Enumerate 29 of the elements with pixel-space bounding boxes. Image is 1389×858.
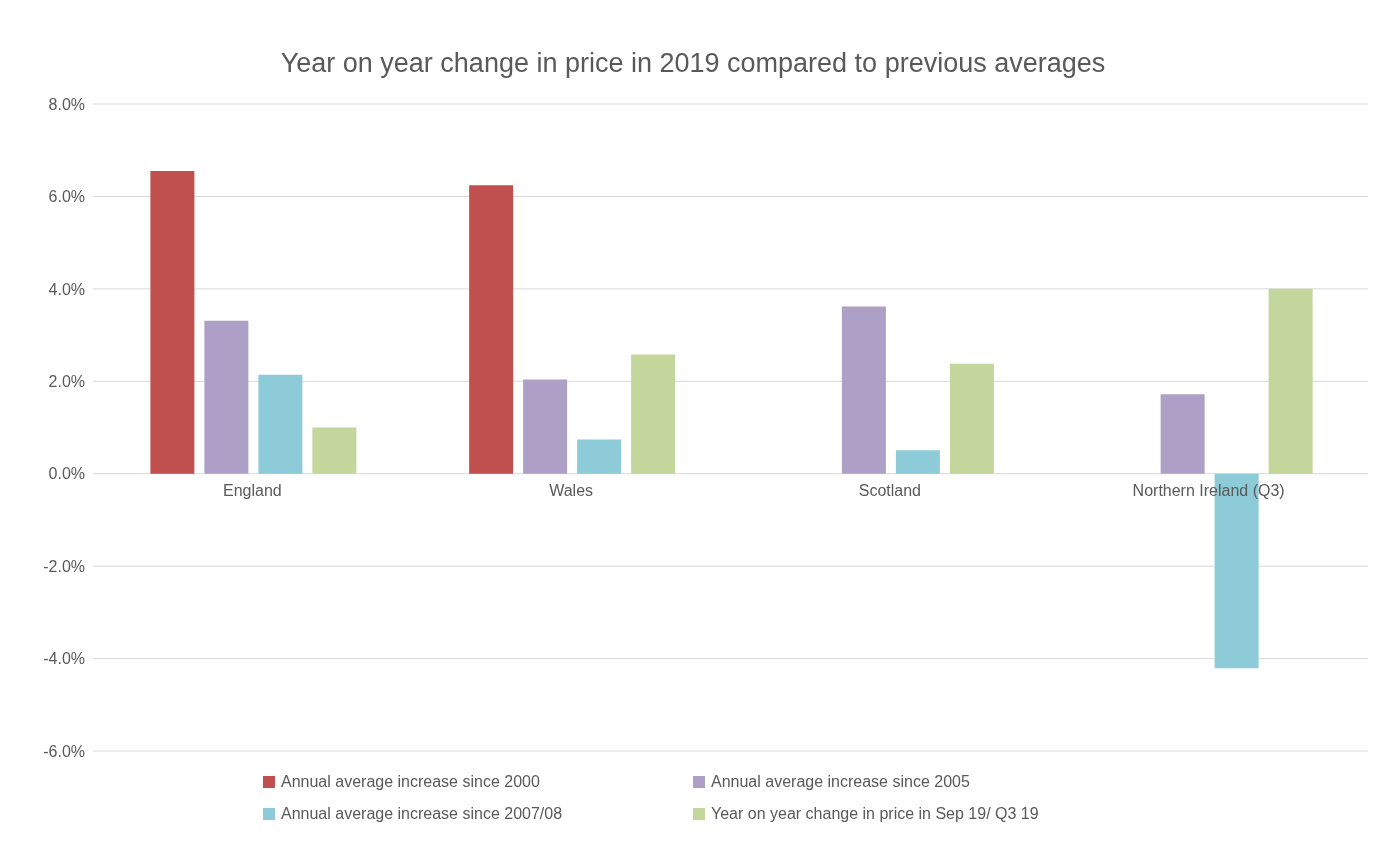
bar bbox=[1268, 288, 1313, 474]
y-tick-label: 0.0% bbox=[48, 465, 85, 483]
legend-label: Annual average increase since 2007/08 bbox=[281, 805, 563, 823]
bar bbox=[841, 306, 886, 474]
bar bbox=[895, 450, 940, 474]
bar bbox=[949, 363, 994, 474]
y-tick-label: 4.0% bbox=[48, 280, 85, 298]
bar bbox=[631, 354, 676, 474]
x-tick-label: England bbox=[223, 481, 282, 499]
y-tick-label: -2.0% bbox=[43, 557, 85, 575]
y-tick-label: 6.0% bbox=[48, 188, 85, 206]
bar bbox=[258, 374, 303, 474]
x-tick-label: Wales bbox=[549, 481, 594, 499]
y-tick-label: -6.0% bbox=[43, 742, 85, 760]
y-tick-label: 2.0% bbox=[48, 372, 85, 390]
bar bbox=[204, 320, 249, 474]
bar bbox=[523, 379, 568, 474]
y-tick-label: 8.0% bbox=[48, 95, 85, 113]
legend-label: Annual average increase since 2000 bbox=[281, 773, 540, 791]
chart-title: Year on year change in price in 2019 compared to previous averages bbox=[279, 48, 1107, 79]
legend-label: Annual average increase since 2005 bbox=[711, 773, 970, 791]
bar bbox=[1160, 394, 1205, 474]
x-tick-label: Scotland bbox=[858, 481, 922, 499]
legend-label: Year on year change in price in Sep 19/ Q3 19 bbox=[711, 805, 1039, 823]
bar bbox=[312, 427, 357, 474]
y-tick-label: -4.0% bbox=[43, 650, 85, 668]
bar bbox=[577, 439, 622, 474]
bar bbox=[150, 171, 195, 474]
bar bbox=[469, 185, 514, 474]
